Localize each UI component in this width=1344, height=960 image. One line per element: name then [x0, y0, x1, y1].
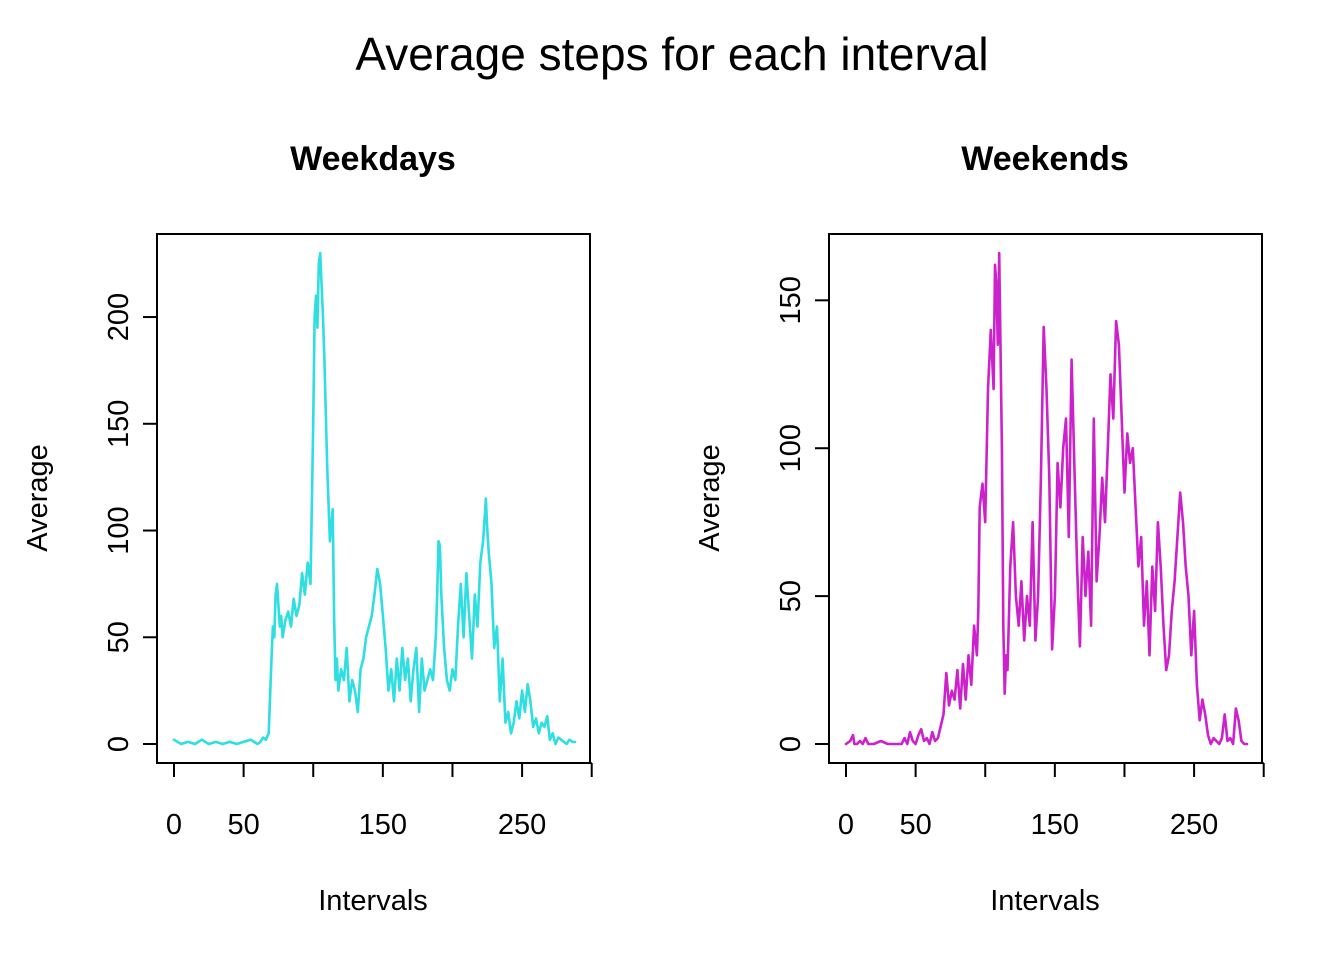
weekdays-y-tick-label: 0 [103, 736, 135, 752]
weekdays-y-axis-title: Average [22, 444, 54, 552]
weekdays-y-tick-label: 50 [103, 621, 135, 653]
weekends-y-tick-label: 150 [775, 276, 807, 324]
weekdays-title: Weekdays [290, 140, 456, 178]
weekends-x-axis-title: Intervals [990, 885, 1100, 917]
weekends-series-line [844, 251, 1249, 746]
weekends-x-tick-label: 0 [838, 809, 854, 841]
weekends-title: Weekends [961, 140, 1129, 178]
weekends-x-tick-label: 150 [1031, 809, 1079, 841]
weekdays-x-axis-title: Intervals [318, 885, 428, 917]
weekdays-y-tick-label: 200 [103, 293, 135, 341]
main-title: Average steps for each interval [355, 28, 988, 80]
weekdays-x-tick-label: 250 [498, 809, 546, 841]
weekdays-x-tick-label: 50 [227, 809, 259, 841]
weekdays-y-tick-label: 150 [103, 400, 135, 448]
weekdays-series-line [172, 251, 577, 746]
weekends-y-tick-label: 100 [775, 424, 807, 472]
weekdays-x-tick-label: 150 [359, 809, 407, 841]
weekdays-x-tick-label: 0 [166, 809, 182, 841]
weekends-y-axis-title: Average [694, 444, 726, 552]
weekends-panel: Weekends 0 50 150 250 0 50 100 150 Intervals Avera… [694, 140, 1265, 917]
weekends-y-tick-label: 50 [775, 580, 807, 612]
weekends-y-tick-label: 0 [775, 736, 807, 752]
weekdays-panel: Weekdays 0 50 150 250 0 50 100 150 200 Intervals Av… [22, 140, 593, 917]
weekends-x-tick-label: 250 [1170, 809, 1218, 841]
weekdays-plot-frame [156, 233, 591, 764]
weekends-x-tick-label: 50 [899, 809, 931, 841]
weekdays-y-tick-label: 100 [103, 506, 135, 554]
